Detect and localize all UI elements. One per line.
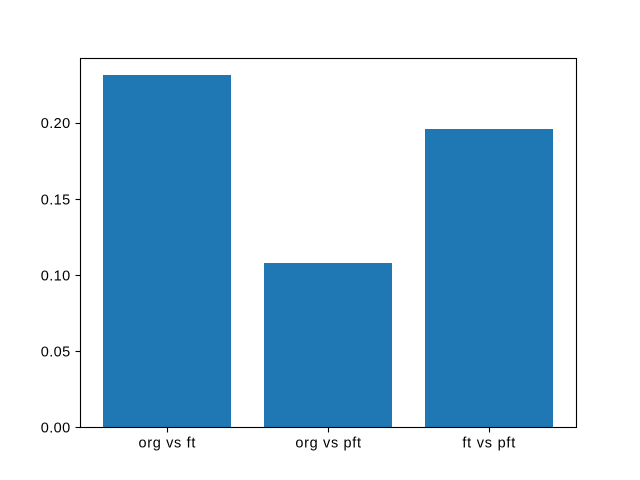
svg-text:0.05: 0.05 [41, 345, 71, 361]
svg-text:0.00: 0.00 [41, 421, 71, 437]
svg-text:0.20: 0.20 [41, 116, 71, 132]
svg-text:ft vs pft: ft vs pft [462, 436, 515, 452]
svg-text:org vs pft: org vs pft [295, 436, 361, 452]
svg-text:0.10: 0.10 [41, 269, 71, 285]
svg-text:org vs ft: org vs ft [138, 436, 195, 452]
svg-text:0.15: 0.15 [41, 193, 71, 209]
